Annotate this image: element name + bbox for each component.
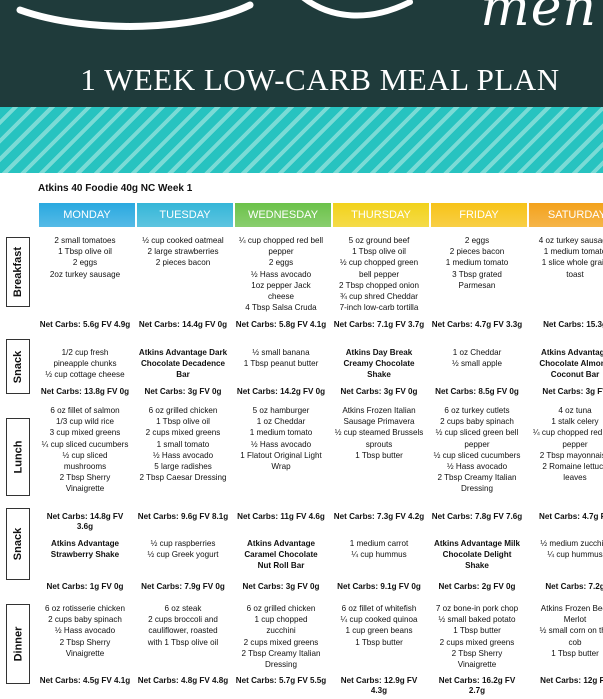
breakfast-cell: 4 oz turkey sausage 1 medium tomato 1 sl… (538, 236, 603, 279)
snack-1-cell: ½ small banana 1 Tbsp peanut butter (243, 348, 319, 369)
snack-2-cell: ½ medium zucchini ¼ cup hummus (540, 539, 603, 560)
snack-2-cell: Atkins Advantage Strawberry Shake (50, 539, 120, 560)
lunch-cell: Atkins Frozen Italian Sausage Primavera … (334, 406, 424, 460)
snack-2-net-carbs: Net Carbs: 2g FV 0g (438, 582, 516, 591)
day-tab-thursday: THURSDAY (333, 203, 429, 227)
lunch-cell: 6 oz fillet of salmon 1/3 cup wild rice … (41, 406, 129, 494)
day-tab-monday: MONDAY (39, 203, 135, 227)
snack-1-cell: 1/2 cup fresh pineapple chunks ½ cup cot… (45, 348, 125, 380)
dinner-net-carbs: Net Carbs: 4.5g FV 4.1g (39, 676, 131, 685)
dinner-net-carbs: Net Carbs: 16.2g FV 2.7g (438, 676, 516, 695)
row-label-breakfast: Breakfast (6, 237, 30, 307)
snack-2-net-carbs: Net Carbs: 1g FV 0g (46, 582, 124, 591)
meal-plan-sheet (0, 173, 603, 699)
snack-2-net-carbs: Net Carbs: 9.1g FV 0g (337, 582, 421, 591)
breakfast-cell: ½ cup cooked oatmeal 2 large strawberrie… (142, 236, 224, 268)
lunch-cell: 4 oz tuna 1 stalk celery ¼ cup chopped r… (532, 406, 603, 483)
snack-1-cell: Atkins Day Break Creamy Chocolate Shake (343, 348, 415, 380)
snack-2-cell: Atkins Advantage Caramel Chocolate Nut R… (244, 539, 318, 571)
breakfast-cell: ¼ cup chopped red bell pepper 2 eggs ½ H… (238, 236, 324, 313)
breakfast-net-carbs: Net Carbs: 5.8g FV 4.1g (235, 320, 327, 329)
dinner-net-carbs: Net Carbs: 5.7g FV 5.5g (235, 676, 327, 685)
breakfast-net-carbs: Net Carbs: 7.1g FV 3.7g (333, 320, 425, 329)
dinner-net-carbs: Net Carbs: 4.8g FV 4.8g (137, 676, 229, 685)
row-label-snack-1: Snack (6, 339, 30, 394)
snack-1-net-carbs: Net Carbs: 14.2g FV 0g (236, 387, 326, 396)
snack-1-net-carbs: Net Carbs: 13.8g FV 0g (40, 387, 130, 396)
dinner-cell: 6 oz fillet of whitefish ¼ cup cooked qu… (340, 604, 418, 647)
breakfast-net-carbs: Net Carbs: 4.7g FV 3.3g (431, 320, 523, 329)
breakfast-cell: 2 eggs 2 pieces bacon 1 medium tomato 3 … (445, 236, 509, 290)
dinner-cell: 7 oz bone-in pork chop ½ small baked pot… (435, 604, 519, 670)
snack-2-net-carbs: Net Carbs: 3g FV 0g (242, 582, 320, 591)
week-label: Atkins 40 Foodie 40g NC Week 1 (38, 183, 193, 194)
breakfast-cell: 2 small tomatoes 1 Tbsp olive oil 2 eggs… (49, 236, 121, 279)
snack-1-net-carbs: Net Carbs: 3g FV 0g (144, 387, 222, 396)
script-logo-swoosh (16, 0, 413, 30)
lunch-net-carbs: Net Carbs: 4.7g FV (539, 512, 603, 521)
breakfast-net-carbs: Net Carbs: 15.3g (543, 320, 603, 329)
snack-1-cell: Atkins Advantage Chocolate Almond Coconu… (539, 348, 603, 380)
day-tab-friday: FRIDAY (431, 203, 527, 227)
lunch-net-carbs: Net Carbs: 14.8g FV 3.6g (46, 512, 124, 531)
day-tab-tuesday: TUESDAY (137, 203, 233, 227)
breakfast-cell: 5 oz ground beef 1 Tbsp olive oil ½ cup … (339, 236, 419, 313)
dinner-net-carbs: Net Carbs: 12g FV (540, 676, 603, 685)
row-label-snack-2: Snack (6, 508, 30, 580)
dinner-cell: 6 oz rotisserie chicken 2 cups baby spin… (44, 604, 126, 658)
lunch-cell: 6 oz grilled chicken 1 Tbsp olive oil 2 … (139, 406, 227, 483)
row-label-lunch: Lunch (6, 418, 30, 496)
lunch-cell: 6 oz turkey cutlets 2 cups baby spinach … (433, 406, 521, 494)
breakfast-net-carbs: Net Carbs: 5.6g FV 4.9g (39, 320, 131, 329)
snack-1-net-carbs: Net Carbs: 3g FV 0g (340, 387, 418, 396)
dinner-cell: 6 oz steak 2 cups broccoli and cauliflow… (147, 604, 219, 647)
dinner-net-carbs: Net Carbs: 12.9g FV 4.3g (340, 676, 418, 695)
dinner-cell: 6 oz grilled chicken 1 cup chopped zucch… (241, 604, 321, 670)
lunch-net-carbs: Net Carbs: 7.8g FV 7.6g (431, 512, 523, 521)
dinner-cell: Atkins Frozen Beef Merlot ½ small corn o… (539, 604, 603, 658)
snack-2-cell: Atkins Advantage Milk Chocolate Delight … (433, 539, 521, 571)
snack-2-cell: 1 medium carrot ¼ cup hummus (349, 539, 409, 560)
snack-2-net-carbs: Net Carbs: 7.9g FV 0g (141, 582, 225, 591)
lunch-net-carbs: Net Carbs: 7.3g FV 4.2g (333, 512, 425, 521)
lunch-net-carbs: Net Carbs: 9.6g FV 8.1g (137, 512, 229, 521)
day-tab-wednesday: WEDNESDAY (235, 203, 331, 227)
day-tab-saturday: SATURDAY (529, 203, 603, 227)
breakfast-net-carbs: Net Carbs: 14.4g FV 0g (138, 320, 228, 329)
snack-1-net-carbs: Net Carbs: 3g FV (542, 387, 603, 396)
snack-1-cell: 1 oz Cheddar ½ small apple (452, 348, 502, 369)
snack-1-net-carbs: Net Carbs: 8.5g FV 0g (435, 387, 519, 396)
snack-1-cell: Atkins Advantage Dark Chocolate Decadenc… (138, 348, 228, 380)
page-title: 1 WEEK LOW-CARB MEAL PLAN (80, 62, 560, 97)
snack-2-net-carbs: Net Carbs: 7.2g (545, 582, 603, 591)
header-script-word: men (480, 0, 597, 38)
striped-band (0, 107, 603, 173)
header-banner: men 1 WEEK LOW-CARB MEAL PLAN (0, 0, 603, 107)
row-label-dinner: Dinner (6, 604, 30, 684)
snack-2-cell: ½ cup raspberries ½ cup Greek yogurt (147, 539, 219, 560)
lunch-net-carbs: Net Carbs: 11g FV 4.6g (237, 512, 325, 521)
lunch-cell: 5 oz hamburger 1 oz Cheddar 1 medium tom… (240, 406, 322, 472)
